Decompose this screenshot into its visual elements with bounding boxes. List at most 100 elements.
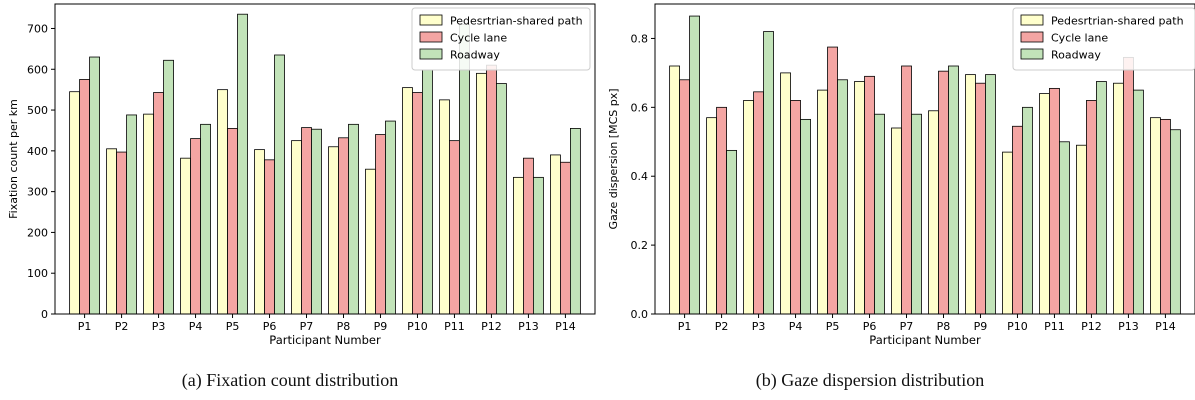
y-tick-label: 400 xyxy=(27,145,48,158)
y-tick-label: 100 xyxy=(27,267,48,280)
bar-1-p10 xyxy=(1002,151,1013,315)
x-tick-label: P13 xyxy=(518,320,539,333)
legend-swatch xyxy=(1020,31,1044,43)
bar-3-p4 xyxy=(800,118,811,315)
bar-3-p2 xyxy=(726,149,737,315)
bar-2-p10 xyxy=(412,92,423,315)
bar-3-p3 xyxy=(763,31,774,315)
x-tick-label: P1 xyxy=(678,320,692,333)
chart-gaze-dispersion: 0.0 0.2 0.4 0.6 0.8 P1 P2 P3 P4 P5 P6 P7 P8 P9 P10 P11 P… xyxy=(607,3,1195,347)
x-tick-label: P8 xyxy=(937,320,951,333)
plot-frame xyxy=(54,3,596,315)
legend-swatch xyxy=(1020,48,1044,60)
x-axis-label: Participant Number xyxy=(269,333,381,347)
y-tick-label: 0.0 xyxy=(631,308,649,321)
bar-1-p7 xyxy=(291,140,302,315)
bar-1-p14 xyxy=(550,154,561,315)
bar-2-p1 xyxy=(679,79,690,315)
bar-1-p13 xyxy=(1113,82,1124,315)
legend-label: Pedesrtrian-shared path xyxy=(1051,15,1184,28)
x-tick-label: P5 xyxy=(226,320,240,333)
y-tick-label: 0 xyxy=(41,308,48,321)
caption-gaze-dispersion: (b) Gaze dispersion distribution xyxy=(755,370,985,390)
bar-3-p6 xyxy=(274,54,285,315)
bar-1-p8 xyxy=(328,146,339,315)
bar-1-p9 xyxy=(965,74,976,315)
bar-1-p12 xyxy=(1076,144,1087,315)
bar-2-p5 xyxy=(227,128,238,315)
bar-2-p2 xyxy=(716,106,727,315)
figure: 0 100 200 300 400 500 600 700 P1 P2 P3 P4 P5 P6 P7 P8 P9… xyxy=(7,3,1195,347)
x-tick-label: P2 xyxy=(115,320,129,333)
bar-2-p14 xyxy=(1160,118,1171,315)
bar-2-p5 xyxy=(827,46,838,315)
x-tick-label: P6 xyxy=(863,320,877,333)
x-tick-label: P3 xyxy=(152,320,166,333)
bar-3-p10 xyxy=(1022,106,1033,315)
bar-1-p3 xyxy=(143,113,154,315)
bar-3-p13 xyxy=(1133,89,1144,315)
legend-swatch xyxy=(419,31,443,43)
x-tick-label: P12 xyxy=(1081,320,1102,333)
y-tick-label: 0.4 xyxy=(631,170,649,183)
legend-box xyxy=(411,7,591,71)
x-tick-label: P4 xyxy=(789,320,803,333)
y-axis-label: Gaze dispersion [MCS px] xyxy=(607,88,620,229)
y-tick-label: 600 xyxy=(27,63,48,76)
bar-2-p12 xyxy=(1086,100,1097,315)
y-tick-label: 0.6 xyxy=(631,101,649,114)
bar-3-p10 xyxy=(422,69,433,315)
legend-label: Cycle lane xyxy=(450,32,507,45)
bar-3-p14 xyxy=(1170,129,1181,315)
bar-3-p5 xyxy=(837,79,848,315)
x-tick-label: P1 xyxy=(78,320,92,333)
bar-2-p6 xyxy=(864,75,875,315)
y-tick-label: 300 xyxy=(27,186,48,199)
legend-label: Cycle lane xyxy=(1051,32,1108,45)
bar-1-p10 xyxy=(402,87,413,315)
bar-2-p1 xyxy=(79,79,90,315)
bar-3-p1 xyxy=(689,15,700,315)
x-tick-label: P5 xyxy=(826,320,840,333)
x-tick-label: P7 xyxy=(300,320,314,333)
bar-1-p5 xyxy=(817,89,828,315)
x-tick-label: P4 xyxy=(189,320,203,333)
x-tick-label: P2 xyxy=(715,320,729,333)
bar-3-p1 xyxy=(89,56,100,315)
bar-3-p7 xyxy=(311,128,322,315)
bar-1-p6 xyxy=(254,149,265,315)
x-tick-label: P10 xyxy=(1007,320,1028,333)
bar-1-p1 xyxy=(669,65,680,315)
bar-2-p13 xyxy=(1123,56,1134,315)
bar-2-p10 xyxy=(1012,125,1023,315)
bar-1-p9 xyxy=(365,168,376,315)
bar-3-p6 xyxy=(874,113,885,315)
x-tick-label: P6 xyxy=(263,320,277,333)
bar-3-p3 xyxy=(163,59,174,315)
bar-3-p14 xyxy=(570,128,581,315)
bar-1-p2 xyxy=(106,148,117,315)
x-tick-label: P14 xyxy=(1155,320,1176,333)
bar-3-p7 xyxy=(911,113,922,315)
x-tick-label: P11 xyxy=(1044,320,1065,333)
bar-3-p9 xyxy=(985,74,996,315)
plot-frame xyxy=(654,3,1195,315)
bar-2-p8 xyxy=(938,70,949,315)
legend-label: Roadway xyxy=(1051,49,1101,62)
bar-1-p2 xyxy=(706,117,717,315)
y-tick-label: 700 xyxy=(27,22,48,35)
bar-2-p8 xyxy=(338,137,349,315)
x-tick-label: P14 xyxy=(555,320,576,333)
bar-1-p3 xyxy=(743,100,754,315)
bar-1-p13 xyxy=(513,176,524,315)
x-tick-label: P9 xyxy=(374,320,388,333)
legend-label: Roadway xyxy=(450,49,500,62)
bar-1-p11 xyxy=(1039,93,1050,315)
bar-1-p12 xyxy=(476,72,487,315)
y-axis-label: Fixation count per km xyxy=(7,99,20,219)
x-tick-label: P10 xyxy=(407,320,428,333)
bar-2-p9 xyxy=(375,134,386,315)
bar-3-p8 xyxy=(948,65,959,315)
bar-1-p6 xyxy=(854,81,865,315)
bar-3-p2 xyxy=(126,114,137,315)
